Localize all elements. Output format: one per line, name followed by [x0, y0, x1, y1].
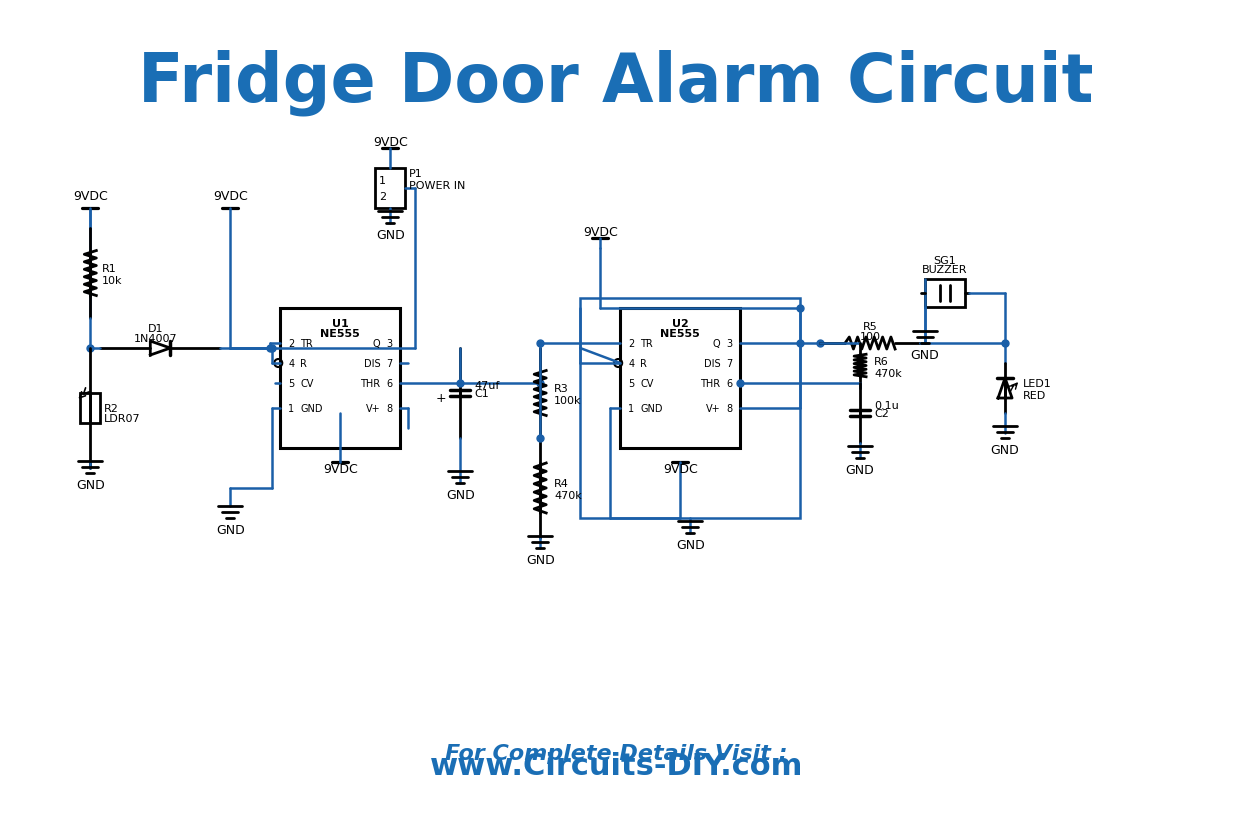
Text: 0.1u: 0.1u	[874, 401, 899, 411]
Text: R2: R2	[105, 403, 120, 413]
Text: 9VDC: 9VDC	[73, 190, 107, 203]
Text: TR: TR	[301, 339, 313, 349]
Text: 9VDC: 9VDC	[323, 462, 358, 475]
Text: 4: 4	[289, 359, 295, 368]
Text: 5: 5	[289, 378, 295, 388]
Text: 4: 4	[628, 359, 634, 368]
Text: 9VDC: 9VDC	[663, 462, 698, 475]
Text: GND: GND	[446, 489, 475, 502]
Text: GND: GND	[76, 479, 105, 491]
Text: P1: P1	[409, 169, 423, 179]
Text: LDR07: LDR07	[105, 413, 141, 423]
Bar	[375, 169, 406, 209]
Text: +: +	[435, 391, 446, 404]
Text: DIS: DIS	[704, 359, 720, 368]
Text: GND: GND	[990, 444, 1020, 456]
Text: C1: C1	[475, 388, 490, 398]
Text: 2: 2	[289, 339, 295, 349]
Text: 9VDC: 9VDC	[372, 136, 408, 149]
Text: V+: V+	[705, 403, 720, 413]
Text: 100: 100	[859, 332, 880, 342]
Text: For Complete Details Visit :: For Complete Details Visit :	[445, 743, 788, 763]
Text: 470k: 470k	[554, 490, 582, 500]
Text: 5: 5	[628, 378, 635, 388]
Text: R6: R6	[874, 357, 889, 367]
Text: GND: GND	[911, 349, 940, 362]
Text: GND: GND	[301, 403, 323, 413]
Text: 8: 8	[386, 403, 392, 413]
Text: R: R	[301, 359, 307, 368]
Text: 2: 2	[628, 339, 635, 349]
Text: 1: 1	[380, 176, 386, 185]
Text: 3: 3	[386, 339, 392, 349]
Text: R4: R4	[554, 479, 570, 489]
Bar	[620, 309, 740, 449]
Text: GND: GND	[846, 464, 874, 476]
Text: GND: GND	[525, 553, 555, 566]
Text: 6: 6	[726, 378, 732, 388]
Text: 7: 7	[726, 359, 732, 368]
Text: U2: U2	[672, 319, 688, 329]
Text: Q: Q	[372, 339, 380, 349]
Text: V+: V+	[366, 403, 380, 413]
Text: R: R	[640, 359, 647, 368]
Text: 9VDC: 9VDC	[583, 226, 618, 238]
Text: GND: GND	[676, 538, 704, 551]
Text: Fridge Door Alarm Circuit: Fridge Door Alarm Circuit	[138, 49, 1094, 115]
Text: 470k: 470k	[874, 368, 901, 378]
Text: Q: Q	[713, 339, 720, 349]
Text: U1: U1	[332, 319, 349, 329]
Text: POWER IN: POWER IN	[409, 181, 466, 190]
Text: 1: 1	[289, 403, 295, 413]
Text: TR: TR	[640, 339, 653, 349]
Text: 47uf: 47uf	[475, 381, 499, 391]
Text: R3: R3	[554, 383, 568, 393]
Text: GND: GND	[376, 229, 404, 242]
Text: R5: R5	[863, 321, 878, 332]
Text: 9VDC: 9VDC	[213, 190, 248, 203]
Text: NE555: NE555	[321, 329, 360, 339]
Text: GND: GND	[640, 403, 662, 413]
Text: THR: THR	[360, 378, 380, 388]
Text: RED: RED	[1023, 391, 1047, 401]
Text: C2: C2	[874, 408, 889, 418]
Bar	[80, 393, 100, 423]
Text: 8: 8	[726, 403, 732, 413]
Text: 1: 1	[628, 403, 634, 413]
Text: CV: CV	[301, 378, 313, 388]
Bar	[280, 309, 401, 449]
Text: BUZZER: BUZZER	[922, 265, 968, 275]
Text: GND: GND	[216, 523, 244, 537]
Text: NE555: NE555	[661, 329, 700, 339]
Text: 100k: 100k	[554, 396, 582, 406]
Text: 1N4007: 1N4007	[133, 334, 178, 344]
Text: LED1: LED1	[1023, 378, 1052, 388]
Text: 3: 3	[726, 339, 732, 349]
Text: SG1: SG1	[933, 256, 957, 266]
Text: CV: CV	[640, 378, 653, 388]
Bar	[925, 280, 965, 308]
Text: www.Circuits-DIY.com: www.Circuits-DIY.com	[429, 751, 803, 780]
Text: 10k: 10k	[102, 276, 123, 286]
Text: 7: 7	[386, 359, 392, 368]
Text: DIS: DIS	[364, 359, 380, 368]
Text: 2: 2	[380, 192, 386, 202]
Text: THR: THR	[700, 378, 720, 388]
Bar	[581, 299, 800, 518]
Text: D1: D1	[148, 324, 163, 334]
Text: R1: R1	[102, 264, 117, 274]
Text: 6: 6	[386, 378, 392, 388]
